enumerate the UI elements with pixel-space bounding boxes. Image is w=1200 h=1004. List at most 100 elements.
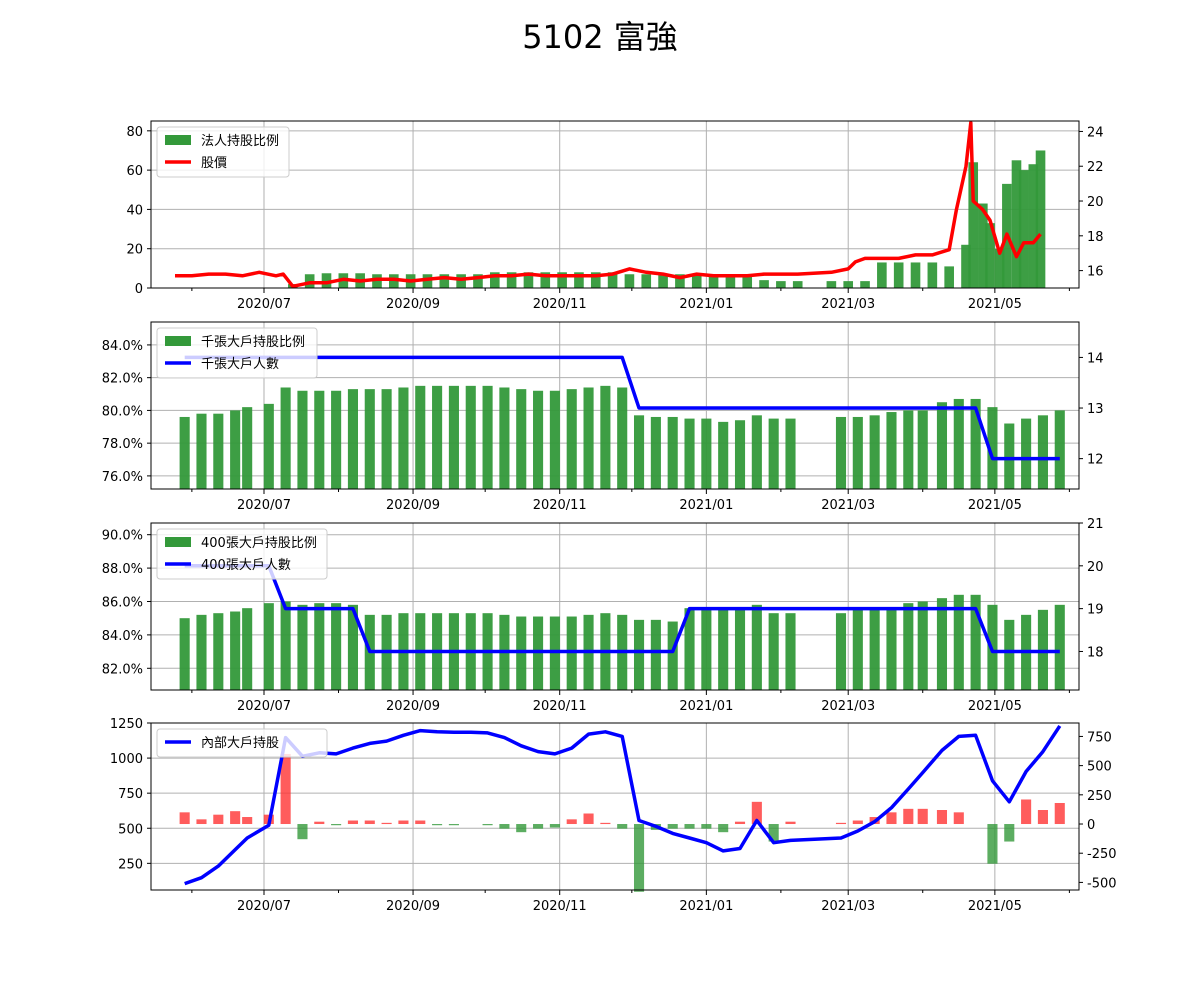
bar (557, 272, 567, 288)
bar (499, 387, 510, 489)
bar (1021, 418, 1032, 489)
bar (869, 415, 880, 489)
bar (970, 398, 981, 489)
bar (776, 281, 786, 288)
bar (970, 594, 981, 690)
bar (432, 824, 443, 826)
y-tick-label-right: -500 (1087, 876, 1117, 891)
bar (852, 608, 863, 690)
x-tick-label: 2020/07 (237, 498, 291, 513)
bar (785, 418, 796, 489)
bar (499, 824, 510, 829)
y-tick-label-right: 0 (1087, 818, 1095, 833)
bar (903, 808, 914, 825)
y-tick-label-right: 18 (1087, 230, 1104, 245)
plot-frame (150, 522, 1080, 691)
y-tick-label-right: -250 (1087, 847, 1117, 862)
y-tick-label-left: 82.0% (102, 372, 143, 387)
y-tick-label-left: 0 (135, 282, 143, 297)
bar (230, 611, 241, 690)
bar (742, 275, 753, 288)
bar (944, 266, 954, 288)
x-tick-label: 2020/11 (533, 899, 587, 914)
legend-label: 法人持股比例 (201, 134, 279, 149)
bar (953, 812, 964, 825)
page-title: 5102 富強 (522, 18, 678, 56)
bar (617, 824, 628, 829)
plot-frame (150, 321, 1080, 490)
y-tick-label-left: 1250 (110, 717, 143, 732)
bar (566, 389, 577, 489)
bar (196, 614, 207, 690)
y-tick-label-left: 750 (118, 787, 143, 802)
x-tick-label: 2020/07 (237, 297, 291, 312)
y-tick-label-left: 40 (126, 203, 143, 218)
bar (903, 603, 914, 690)
bar (751, 801, 762, 825)
y-tick-label-left: 88.0% (102, 562, 143, 577)
bar (684, 418, 695, 489)
y-tick-label-right: 18 (1087, 645, 1104, 660)
bar (650, 416, 661, 489)
bar (549, 616, 560, 690)
y-tick-label-left: 82.0% (102, 662, 143, 677)
bar (280, 601, 291, 690)
bar (633, 824, 645, 892)
bar (381, 389, 392, 489)
bar (533, 824, 544, 829)
x-tick-label: 2020/07 (237, 699, 291, 714)
bar (533, 616, 544, 690)
x-tick-label: 2020/11 (533, 498, 587, 513)
bar (179, 618, 190, 690)
bar (1004, 824, 1015, 842)
bar (263, 403, 274, 489)
bar (843, 281, 854, 288)
bar (389, 274, 399, 288)
bar (667, 416, 678, 489)
panel-4: 250 500 750 1000 1250 -500 -250 0 250 500 750 2020/… (110, 717, 1117, 914)
legend-label: 股價 (201, 156, 227, 171)
y-tick-label-left: 90.0% (102, 529, 143, 544)
bar (987, 824, 998, 864)
bar (179, 416, 190, 489)
bar (398, 387, 409, 489)
x-tick-label: 2020/07 (237, 899, 291, 914)
bar (617, 387, 628, 489)
y-tick-label-left: 76.0% (102, 470, 143, 485)
legend-box (156, 327, 318, 379)
y-tick-label-right: 24 (1087, 125, 1104, 140)
bar (314, 390, 325, 489)
x-tick-label: 2020/09 (386, 498, 440, 513)
bar (886, 412, 897, 489)
x-tick-label: 2020/09 (386, 297, 440, 312)
bar (701, 418, 712, 489)
bar (415, 385, 426, 489)
bar (785, 821, 796, 825)
bar (600, 385, 611, 489)
bar (263, 603, 274, 690)
bar (751, 415, 762, 489)
plot-frame (150, 722, 1080, 891)
legend: 內部大戶持股 (156, 728, 328, 758)
bar (1054, 802, 1065, 825)
bar (314, 821, 325, 825)
bar (860, 281, 870, 288)
y-tick-label-right: 22 (1087, 160, 1104, 175)
bar (718, 824, 729, 833)
bar (633, 619, 645, 690)
bar (600, 822, 611, 825)
y-tick-label-right: 20 (1087, 195, 1104, 210)
legend-swatch-bar (165, 336, 191, 346)
bar (936, 598, 948, 690)
bar (516, 616, 527, 690)
bar (297, 824, 308, 840)
bar (1054, 410, 1065, 489)
bar (684, 824, 695, 829)
legend-swatch-bar (165, 135, 191, 145)
bar (506, 272, 517, 288)
bar (540, 272, 551, 288)
bar (852, 416, 863, 489)
bar (331, 390, 342, 489)
legend-box (156, 728, 328, 758)
